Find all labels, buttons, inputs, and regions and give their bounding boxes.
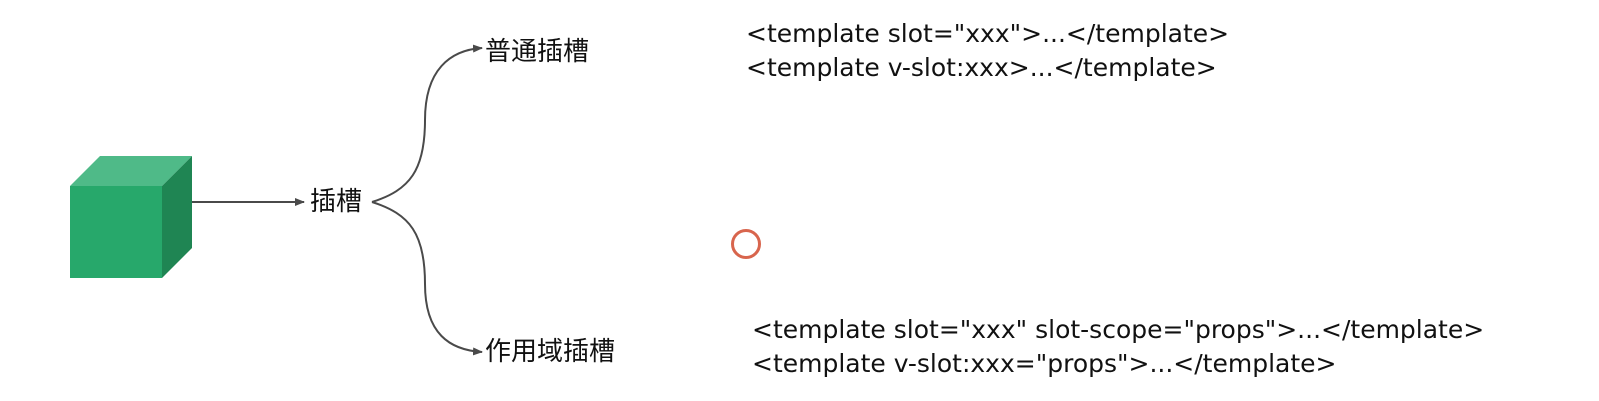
normal-slot-code: <template slot="xxx">...</template> <tem… — [746, 17, 1229, 85]
normal-slot-label: 普通插槽 — [485, 37, 590, 67]
normal-slot-code-line: <template slot="xxx">...</template> — [746, 19, 1230, 48]
scoped-slot-code-line: <template v-slot:xxx="props">...</templa… — [752, 349, 1337, 378]
cube-icon — [70, 156, 192, 278]
scoped-slot-label: 作用域插槽 — [485, 337, 616, 367]
branch-scoped-connector — [371, 201, 483, 356]
scoped-slot-code: <template slot="xxx" slot-scope="props">… — [752, 313, 1484, 381]
cube-top-face — [70, 156, 192, 186]
cube-front-face — [70, 186, 162, 278]
cube-side-face — [162, 156, 192, 278]
slot-root-label: 插槽 — [310, 187, 363, 217]
scoped-slot-code-line: <template slot="xxx" slot-scope="props">… — [752, 315, 1485, 344]
branch-normal-connector — [371, 44, 483, 203]
cursor-ring-icon — [731, 229, 761, 259]
normal-slot-code-line: <template v-slot:xxx>...</template> — [746, 53, 1217, 82]
